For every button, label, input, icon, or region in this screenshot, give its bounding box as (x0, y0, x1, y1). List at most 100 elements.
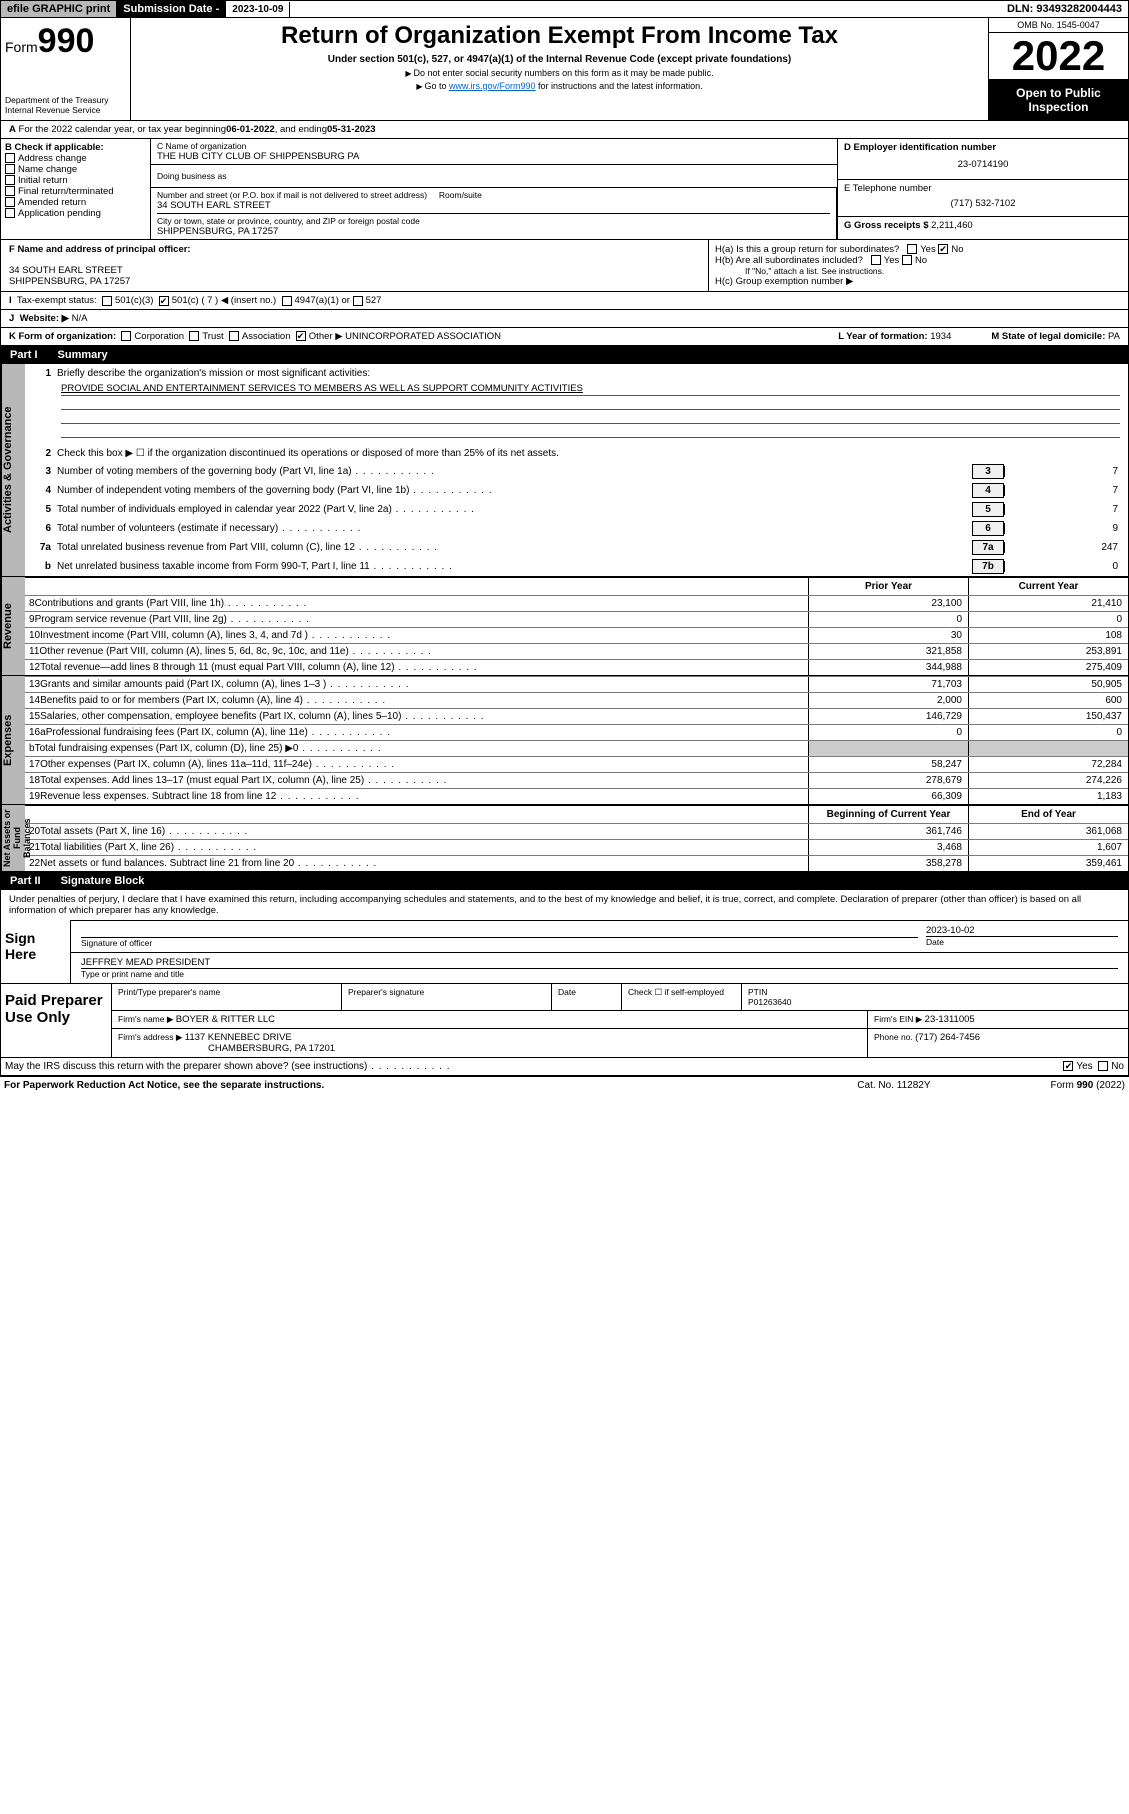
row-15: 15Salaries, other compensation, employee… (25, 708, 1128, 724)
open-inspection: Open to Public Inspection (989, 80, 1128, 120)
row-b: bTotal fundraising expenses (Part IX, co… (25, 740, 1128, 756)
hb-line: H(b) Are all subordinates included? Yes … (715, 255, 1122, 266)
form-subtitle: Under section 501(c), 527, or 4947(a)(1)… (139, 54, 980, 65)
row-21: 21Total liabilities (Part X, line 26)3,4… (25, 839, 1128, 855)
pra-notice: For Paperwork Reduction Act Notice, see … (4, 1080, 324, 1091)
goto-note: Go to www.irs.gov/Form990 for instructio… (139, 81, 980, 91)
expenses-section: Expenses 13Grants and similar amounts pa… (0, 676, 1129, 805)
signature-block: Under penalties of perjury, I declare th… (0, 890, 1129, 1076)
org-name: THE HUB CITY CLUB OF SHIPPENSBURG PA (157, 151, 831, 162)
expenses-tab: Expenses (1, 676, 25, 804)
prior-year-hdr: Prior Year (808, 578, 968, 595)
col-b: B Check if applicable: Address change Na… (1, 139, 151, 239)
row-22: 22Net assets or fund balances. Subtract … (25, 855, 1128, 871)
activities-section: Activities & Governance 1Briefly describ… (0, 364, 1129, 577)
b-opt-5[interactable]: Application pending (5, 208, 146, 219)
row-11: 11Other revenue (Part VIII, column (A), … (25, 643, 1128, 659)
l2-text: Check this box ▶ ☐ if the organization d… (57, 448, 1124, 459)
na-header: Beginning of Current Year End of Year (25, 805, 1128, 823)
irs-link[interactable]: www.irs.gov/Form990 (449, 81, 536, 91)
paid-label: Paid Preparer Use Only (1, 984, 111, 1057)
declaration-text: Under penalties of perjury, I declare th… (1, 890, 1128, 920)
efile-print-button[interactable]: efile GRAPHIC print (1, 1, 117, 17)
row-14: 14Benefits paid to or for members (Part … (25, 692, 1128, 708)
hc-line: H(c) Group exemption number ▶ (715, 276, 1122, 287)
omb-number: OMB No. 1545-0047 (989, 18, 1128, 33)
row-17: 17Other expenses (Part IX, column (A), l… (25, 756, 1128, 772)
c-name-block: C Name of organization THE HUB CITY CLUB… (151, 139, 837, 165)
phone-value: (717) 532-7102 (844, 194, 1122, 213)
street-address: 34 SOUTH EARL STREET (157, 200, 830, 211)
row-20: 20Total assets (Part X, line 16)361,7463… (25, 823, 1128, 839)
row-13: 13Grants and similar amounts paid (Part … (25, 676, 1128, 692)
row-19: 19Revenue less expenses. Subtract line 1… (25, 788, 1128, 804)
row-12: 12Total revenue—add lines 8 through 11 (… (25, 659, 1128, 675)
phone-label: E Telephone number (844, 183, 1122, 194)
netassets-tab: Net Assets or Fund Balances (1, 805, 25, 871)
paid-preparer-block: Paid Preparer Use Only Print/Type prepar… (1, 983, 1128, 1057)
l1-text: Briefly describe the organization's miss… (57, 368, 1124, 379)
rev-header: Prior Year Current Year (25, 577, 1128, 595)
sig-officer-label: Signature of officer (81, 937, 918, 948)
line-4: 4Number of independent voting members of… (25, 481, 1128, 500)
netassets-section: Net Assets or Fund Balances Beginning of… (0, 805, 1129, 872)
row-16a: 16aProfessional fundraising fees (Part I… (25, 724, 1128, 740)
firm-phone-cell: Phone no. (717) 264-7456 (868, 1029, 1128, 1057)
part2-header: Part IISignature Block (0, 872, 1129, 890)
officer-name-label: Type or print name and title (81, 968, 1118, 979)
ein-value: 23-0714190 (844, 153, 1122, 176)
c-label: C Name of organization (157, 141, 831, 151)
row-10: 10Investment income (Part VIII, column (… (25, 627, 1128, 643)
b-opt-4[interactable]: Amended return (5, 197, 146, 208)
dept-label: Department of the Treasury Internal Reve… (5, 95, 126, 115)
b-opt-1[interactable]: Name change (5, 164, 146, 175)
ptin-cell: PTINP01263640 (742, 984, 1128, 1010)
row-9: 9Program service revenue (Part VIII, lin… (25, 611, 1128, 627)
line-3: 3Number of voting members of the governi… (25, 462, 1128, 481)
firm-ein-cell: Firm's EIN ▶ 23-1311005 (868, 1011, 1128, 1028)
dln-value: DLN: 93493282004443 (1001, 1, 1128, 17)
boc-hdr: Beginning of Current Year (808, 806, 968, 823)
line-b: bNet unrelated business taxable income f… (25, 557, 1128, 576)
ein-block: D Employer identification number 23-0714… (838, 139, 1128, 180)
b-opt-0[interactable]: Address change (5, 153, 146, 164)
addr-label: Number and street (or P.O. box if mail i… (157, 190, 830, 200)
mission-text: PROVIDE SOCIAL AND ENTERTAINMENT SERVICE… (61, 383, 1120, 396)
gross-receipts: G Gross receipts $ 2,211,460 (838, 217, 1128, 234)
ssn-note: Do not enter social security numbers on … (139, 68, 980, 78)
block-fh: F Name and address of principal officer:… (0, 240, 1129, 292)
self-emp-check[interactable]: Check ☐ if self-employed (622, 984, 742, 1010)
dba-label: Doing business as (157, 171, 831, 181)
b-opt-3[interactable]: Final return/terminated (5, 186, 146, 197)
f-label: F Name and address of principal officer: (9, 244, 700, 255)
part1-header: Part ISummary (0, 346, 1129, 364)
mission-blank2 (61, 411, 1120, 424)
phone-block: E Telephone number (717) 532-7102 (838, 180, 1128, 217)
year-formation: L Year of formation: 1934 (838, 331, 951, 342)
b-label: B Check if applicable: (5, 142, 146, 153)
state-domicile: M State of legal domicile: PA (991, 331, 1120, 342)
officer-addr2: SHIPPENSBURG, PA 17257 (9, 276, 700, 287)
form-title: Return of Organization Exempt From Incom… (139, 22, 980, 50)
prep-sig-hdr: Preparer's signature (342, 984, 552, 1010)
prep-date-hdr: Date (552, 984, 622, 1010)
line-k: K Form of organization: Corporation Trus… (0, 328, 1129, 346)
block-bcdeg: B Check if applicable: Address change Na… (0, 139, 1129, 240)
line-7a: 7aTotal unrelated business revenue from … (25, 538, 1128, 557)
mission-blank1 (61, 397, 1120, 410)
sig-date: 2023-10-02 (926, 925, 1118, 936)
cat-no: Cat. No. 11282Y (857, 1080, 930, 1091)
sign-here-label: Sign Here (1, 920, 71, 983)
form-ref: Form 990 (2022) (1051, 1080, 1126, 1091)
form-number: Form990 (5, 22, 126, 61)
firm-name-cell: Firm's name ▶ BOYER & RITTER LLC (112, 1011, 868, 1028)
hb-note: If "No," attach a list. See instructions… (715, 266, 1122, 276)
activities-tab: Activities & Governance (1, 364, 25, 576)
b-opt-2[interactable]: Initial return (5, 175, 146, 186)
line-6: 6Total number of volunteers (estimate if… (25, 519, 1128, 538)
officer-name: JEFFREY MEAD PRESIDENT (81, 957, 1118, 968)
ha-line: H(a) Is this a group return for subordin… (715, 244, 1122, 255)
row-18: 18Total expenses. Add lines 13–17 (must … (25, 772, 1128, 788)
row-8: 8Contributions and grants (Part VIII, li… (25, 595, 1128, 611)
line-j: J Website: ▶ N/A (0, 310, 1129, 328)
